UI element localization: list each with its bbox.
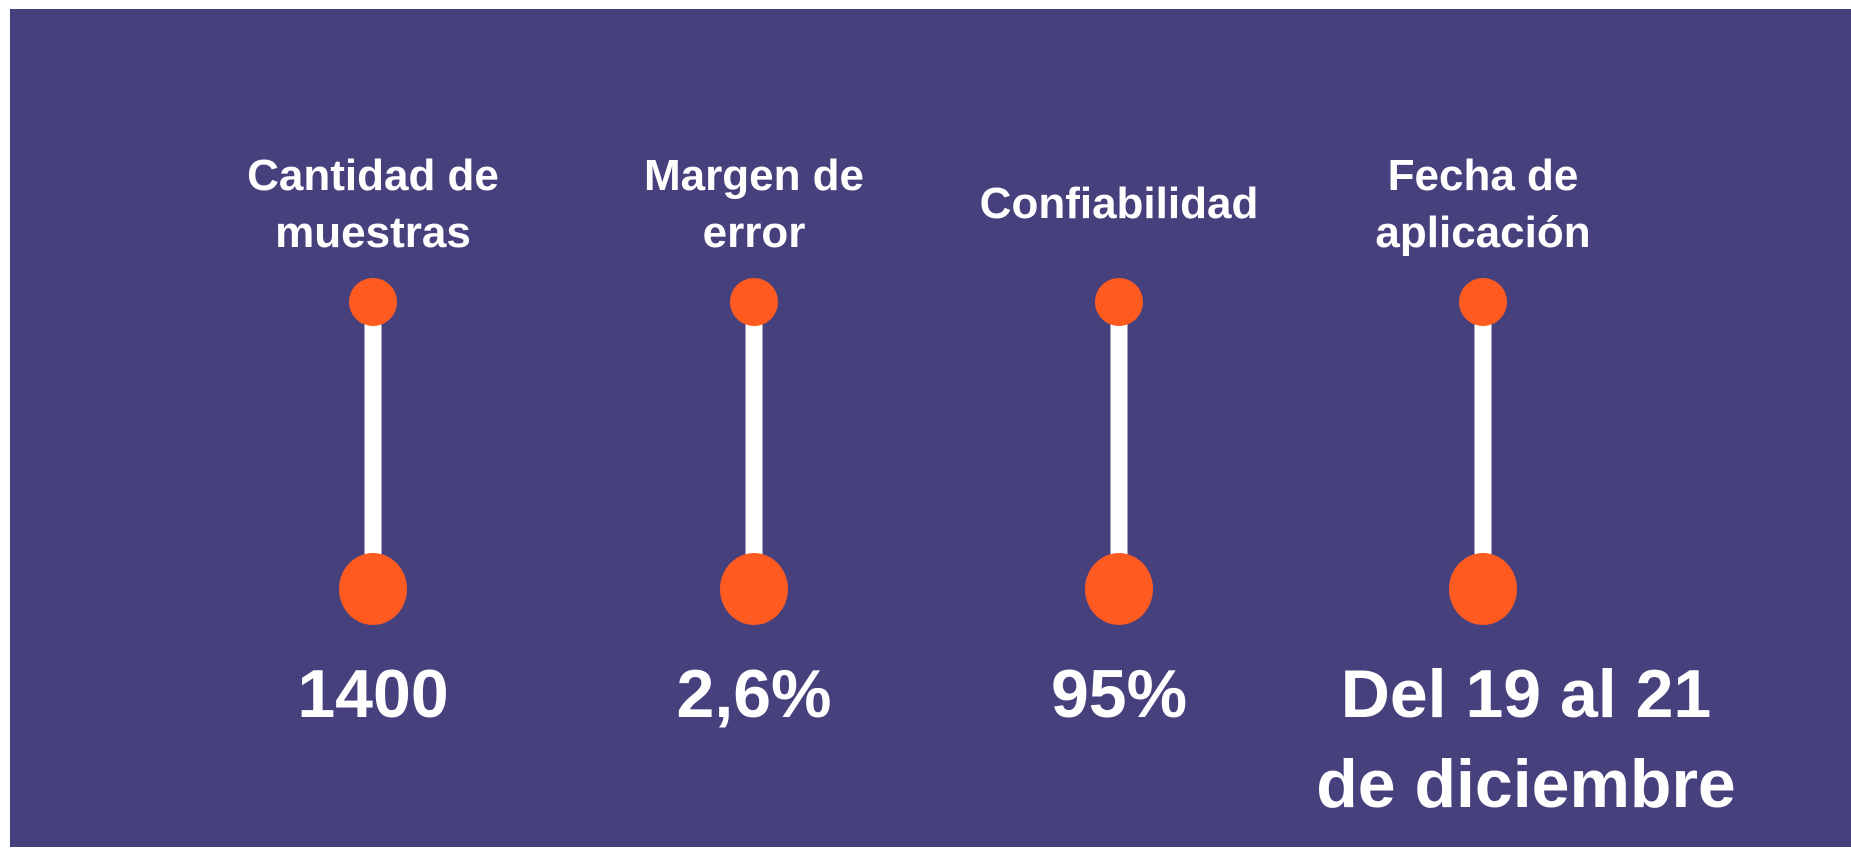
bottom-dot: [339, 553, 407, 625]
label-line: aplicación: [1375, 208, 1591, 257]
value: 2,6%: [474, 649, 1034, 739]
value: Del 19 al 21 de diciembre: [1246, 649, 1806, 829]
value-line: 2,6%: [676, 656, 832, 732]
bottom-dot: [720, 553, 788, 625]
top-dot: [730, 278, 778, 326]
bottom-dot: [1085, 553, 1153, 625]
label: Confiabilidad: [939, 175, 1299, 232]
top-dot: [1459, 278, 1507, 326]
stem: [1110, 302, 1128, 590]
top-dot: [349, 278, 397, 326]
value-line: de diciembre: [1316, 746, 1736, 822]
bottom-dot: [1449, 553, 1517, 625]
label: Cantidad de muestras: [193, 147, 553, 261]
panel: [10, 9, 1851, 847]
label-line: muestras: [275, 208, 471, 257]
top-dot: [1095, 278, 1143, 326]
label: Margen de error: [574, 147, 934, 261]
label-line: Margen de: [643, 151, 865, 200]
stem: [1474, 302, 1492, 590]
value-line: Del 19 al 21: [1340, 656, 1712, 732]
label-line: Fecha de: [1387, 151, 1579, 200]
value: 95%: [839, 649, 1399, 739]
value: 1400: [93, 649, 653, 739]
label-line: error: [702, 208, 806, 257]
stem: [364, 302, 382, 590]
value-line: 95%: [1050, 656, 1188, 732]
label-line: Confiabilidad: [979, 179, 1259, 228]
label-line: Cantidad de: [247, 151, 499, 200]
label: Fecha de aplicación: [1303, 147, 1663, 261]
value-line: 1400: [297, 656, 449, 732]
stem: [745, 302, 763, 590]
